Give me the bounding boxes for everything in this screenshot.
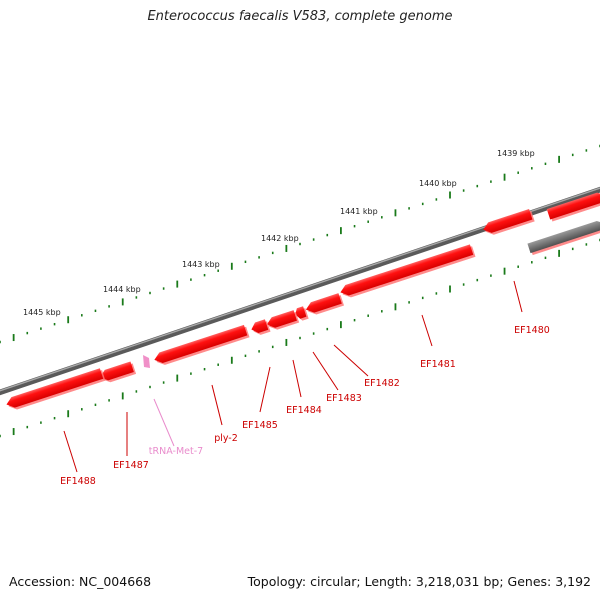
gene-label-ply-2: ply-2 bbox=[214, 433, 238, 444]
EF1488-arrow bbox=[6, 368, 106, 410]
kbp-label: 1442 kbp bbox=[261, 234, 299, 243]
tRNA-Met-7-feature bbox=[143, 355, 150, 368]
gene-label-EF1481: EF1481 bbox=[420, 359, 456, 370]
EF1480-arrow bbox=[483, 209, 535, 235]
gene-label-EF1485: EF1485 bbox=[242, 420, 278, 431]
kbp-labels: 1439 kbp 1440 kbp 1441 kbp 1442 kbp 1443 kbp… bbox=[23, 149, 535, 317]
upper-right-gene-arrow bbox=[546, 192, 600, 222]
grey-gene-arrow bbox=[527, 221, 600, 256]
accession-text: Accession: NC_004668 bbox=[9, 574, 152, 589]
EF1482-arrow bbox=[305, 293, 345, 315]
gene-leader-line bbox=[153, 398, 175, 447]
gene-label-EF1480: EF1480 bbox=[514, 325, 550, 336]
EF1487-arrow bbox=[99, 361, 137, 383]
scale-ticks-outer bbox=[0, 144, 600, 344]
genome-title: Enterococcus faecalis V583, complete gen… bbox=[147, 9, 453, 24]
kbp-label: 1441 kbp bbox=[340, 207, 378, 216]
kbp-label: 1444 kbp bbox=[103, 285, 141, 294]
gene-leader-line bbox=[259, 366, 271, 413]
kbp-label: 1440 kbp bbox=[419, 179, 457, 188]
genome-summary-text: Topology: circular; Length: 3,218,031 bp… bbox=[247, 574, 591, 589]
EF1481-arrow bbox=[340, 244, 476, 298]
gene-leader-line bbox=[312, 351, 339, 391]
ply-2-arrow bbox=[154, 324, 250, 365]
kbp-label: 1439 kbp bbox=[497, 149, 535, 158]
gene-label-tRNA-Met-7: tRNA-Met-7 bbox=[149, 446, 203, 457]
EF1484-arrow bbox=[266, 310, 300, 330]
gene-leader-line bbox=[63, 430, 78, 473]
gene-features bbox=[6, 192, 600, 410]
gene-leader-line bbox=[211, 384, 223, 426]
gene-label-EF1487: EF1487 bbox=[113, 460, 149, 471]
gene-leader-line bbox=[292, 359, 302, 398]
gene-label-EF1482: EF1482 bbox=[364, 378, 400, 389]
gene-label-EF1484: EF1484 bbox=[286, 405, 322, 416]
gene-leader-line bbox=[333, 344, 369, 377]
scale-ticks-inner bbox=[0, 238, 600, 438]
gene-leader-line bbox=[513, 280, 523, 313]
kbp-label: 1445 kbp bbox=[23, 308, 61, 317]
gene-label-EF1488: EF1488 bbox=[60, 476, 96, 487]
kbp-label: 1443 kbp bbox=[182, 260, 220, 269]
gene-label-EF1483: EF1483 bbox=[326, 393, 362, 404]
gene-leader-line bbox=[421, 314, 433, 347]
EF1485-arrow bbox=[251, 319, 271, 335]
EF1483-arrow bbox=[295, 306, 309, 321]
